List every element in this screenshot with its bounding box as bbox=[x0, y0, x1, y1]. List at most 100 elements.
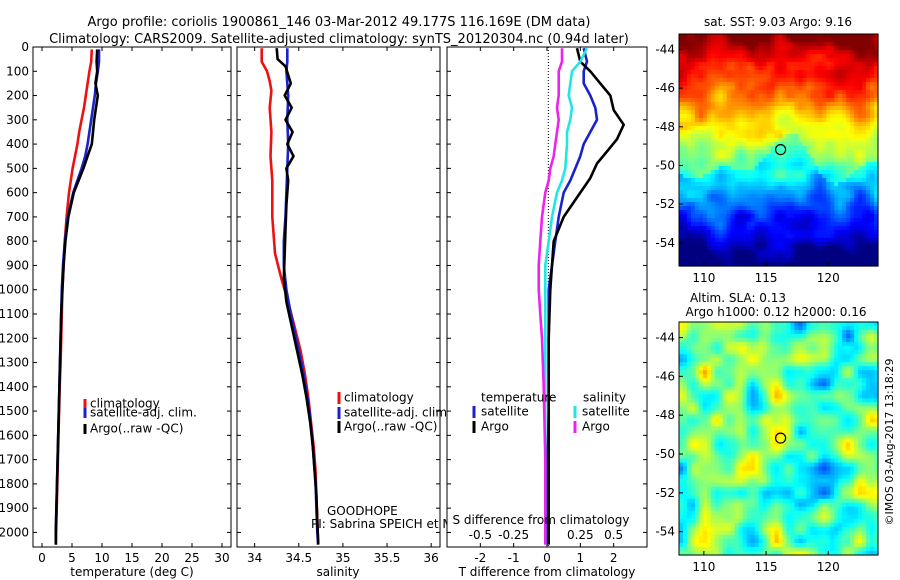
map-cell bbox=[758, 138, 764, 143]
map-cell bbox=[806, 262, 811, 267]
map-cell bbox=[746, 174, 752, 179]
map-cell bbox=[758, 338, 764, 343]
map-cell bbox=[734, 430, 740, 436]
map-cell bbox=[702, 438, 708, 444]
map-cell bbox=[798, 70, 803, 75]
series-line-argo-raw-qc- bbox=[54, 49, 100, 545]
map-cell bbox=[770, 118, 776, 123]
map-cell bbox=[770, 230, 776, 235]
map-cell bbox=[854, 398, 859, 403]
map-cell bbox=[810, 358, 815, 363]
map-cell bbox=[782, 182, 788, 187]
map-cell bbox=[834, 230, 839, 235]
map-cell bbox=[822, 94, 827, 99]
map-cell bbox=[762, 110, 768, 115]
map-cell bbox=[754, 334, 760, 339]
map-cell bbox=[862, 98, 867, 103]
map-cell bbox=[710, 346, 716, 351]
map-cell bbox=[710, 42, 716, 47]
map-cell bbox=[778, 354, 784, 359]
map-cell bbox=[746, 234, 752, 239]
map-cell bbox=[738, 214, 744, 219]
map-cell bbox=[830, 130, 835, 135]
map-cell bbox=[746, 458, 752, 464]
map-cell bbox=[798, 58, 803, 63]
map-cell bbox=[706, 342, 712, 347]
map-cell bbox=[834, 414, 839, 420]
map-cell bbox=[822, 394, 827, 399]
map-cell bbox=[762, 102, 768, 107]
map-cell bbox=[746, 114, 752, 119]
map-cell bbox=[826, 162, 831, 167]
map-cell bbox=[722, 114, 728, 119]
map-cell bbox=[790, 398, 796, 403]
map-cell bbox=[770, 82, 776, 87]
map-cell bbox=[698, 194, 704, 199]
map-cell bbox=[742, 370, 748, 375]
s-diff-tick-label: 0.25 bbox=[567, 528, 594, 542]
map-cell bbox=[746, 186, 752, 191]
map-cell bbox=[830, 182, 835, 187]
map-cell bbox=[786, 438, 792, 444]
map-cell bbox=[702, 102, 708, 107]
map-cell bbox=[850, 422, 855, 428]
map-cell bbox=[746, 374, 752, 379]
map-cell bbox=[850, 414, 855, 420]
map-cell bbox=[798, 90, 803, 95]
map-cell bbox=[754, 450, 760, 456]
map-cell bbox=[786, 218, 792, 223]
map-cell bbox=[838, 362, 843, 367]
map-cell bbox=[778, 230, 784, 235]
map-cell bbox=[742, 414, 748, 420]
map-cell bbox=[826, 418, 831, 424]
map-cell bbox=[682, 366, 688, 371]
map-cell bbox=[714, 114, 720, 119]
map-cell bbox=[714, 250, 720, 255]
map-cell bbox=[679, 402, 684, 407]
map-cell bbox=[822, 426, 827, 432]
map-cell bbox=[854, 238, 859, 243]
map-cell bbox=[690, 422, 696, 428]
map-cell bbox=[766, 410, 772, 415]
map-cell bbox=[814, 214, 819, 219]
map-cell bbox=[818, 166, 823, 171]
map-cell bbox=[786, 354, 792, 359]
map-cell bbox=[798, 378, 803, 383]
map-cell bbox=[754, 106, 760, 111]
map-cell bbox=[846, 254, 851, 259]
map-cell bbox=[826, 170, 831, 175]
series-line-salinity-satellite bbox=[544, 47, 589, 545]
map-cell bbox=[854, 130, 859, 135]
map-cell bbox=[826, 42, 831, 47]
map-cell bbox=[782, 62, 788, 67]
map-cell bbox=[682, 402, 688, 407]
map-cell bbox=[790, 238, 796, 243]
map-cell bbox=[870, 334, 875, 339]
map-cell bbox=[714, 158, 720, 163]
map-cell bbox=[782, 342, 788, 347]
map-cell bbox=[770, 366, 776, 371]
map-cell bbox=[786, 82, 792, 87]
map-cell bbox=[834, 386, 839, 391]
map-cell bbox=[754, 122, 760, 127]
map-cell bbox=[750, 202, 756, 207]
map-cell bbox=[850, 214, 855, 219]
map-cell bbox=[722, 146, 728, 151]
map-cell bbox=[854, 82, 859, 87]
map-cell bbox=[710, 386, 716, 391]
map-cell bbox=[770, 450, 776, 456]
map-cell bbox=[746, 210, 752, 215]
map-cell bbox=[798, 222, 803, 227]
map-cell bbox=[742, 394, 748, 399]
map-cell bbox=[694, 346, 700, 351]
map-cell bbox=[714, 426, 720, 432]
map-cell bbox=[754, 446, 760, 452]
map-cell bbox=[722, 178, 728, 183]
map-cell bbox=[686, 102, 692, 107]
map-cell bbox=[822, 190, 827, 195]
map-cell bbox=[822, 146, 827, 151]
map-cell bbox=[730, 326, 736, 331]
map-cell bbox=[762, 154, 768, 159]
map-cell bbox=[698, 98, 704, 103]
map-cell bbox=[818, 50, 823, 55]
